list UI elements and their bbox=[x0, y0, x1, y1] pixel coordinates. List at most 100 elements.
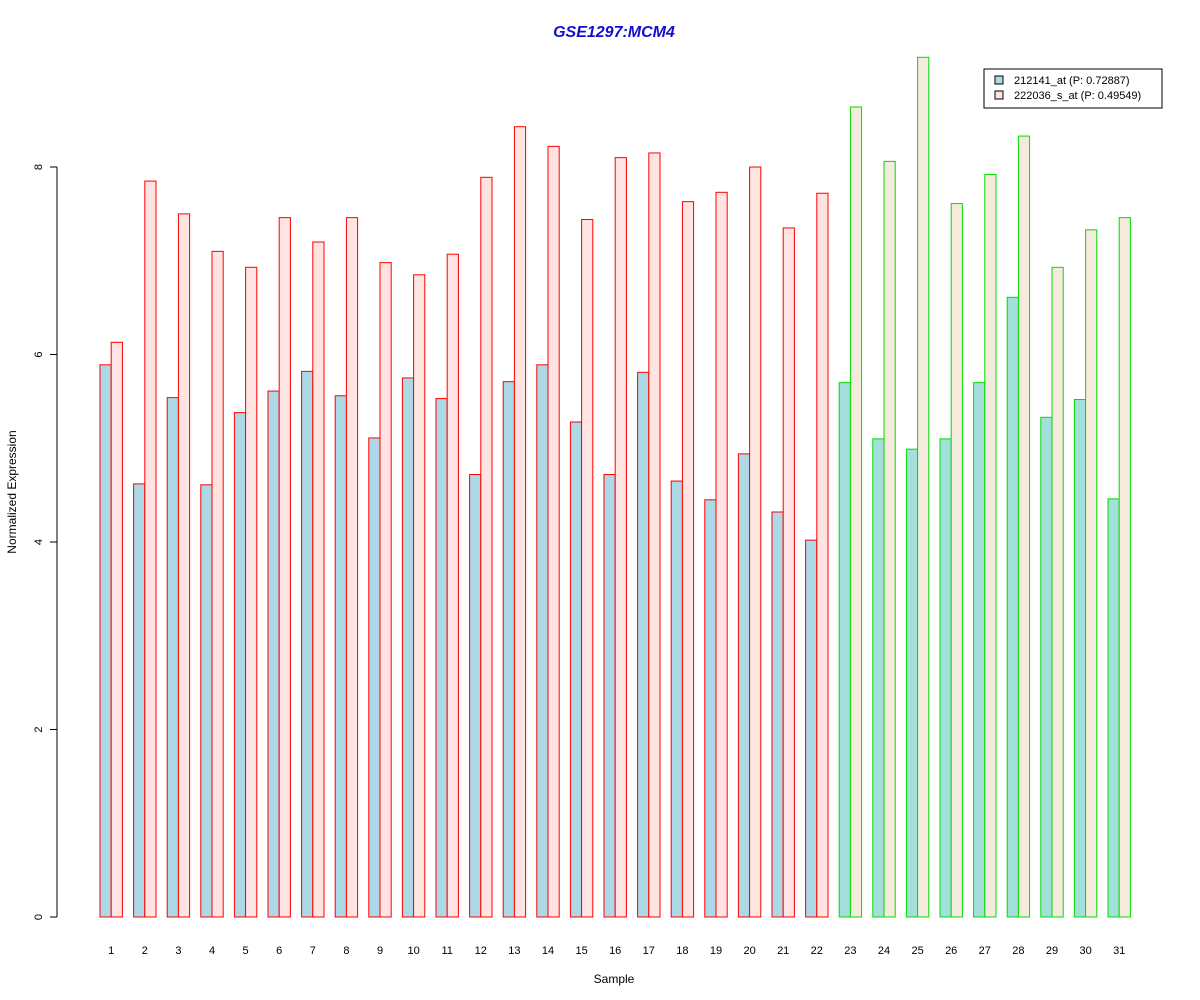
legend-swatch bbox=[994, 90, 1004, 100]
bar-series-1 bbox=[200, 484, 213, 918]
bar-series-1 bbox=[939, 438, 952, 918]
bar-series-2 bbox=[480, 176, 493, 918]
bar-series-2 bbox=[984, 174, 997, 918]
bar-series-1 bbox=[536, 364, 549, 918]
x-tick-label: 19 bbox=[710, 945, 722, 957]
bar-series-1 bbox=[133, 483, 146, 918]
bar-series-2 bbox=[749, 166, 762, 918]
bar-series-2 bbox=[278, 217, 291, 918]
y-axis: 0 2 4 6 8 bbox=[33, 164, 58, 920]
x-tick-label: 25 bbox=[911, 945, 923, 957]
bar-series-1 bbox=[704, 499, 717, 918]
bar-series-1 bbox=[569, 421, 583, 918]
x-tick-label: 28 bbox=[1012, 945, 1024, 957]
bar-series-2 bbox=[446, 253, 459, 918]
bar-series-2 bbox=[1085, 229, 1098, 918]
bar-series-2 bbox=[177, 213, 191, 918]
bar-series-1 bbox=[872, 438, 885, 918]
x-tick-label: 27 bbox=[979, 945, 991, 957]
x-tick-label: 3 bbox=[175, 945, 181, 957]
bar-series-2 bbox=[782, 227, 795, 918]
chart-title: GSE1297:MCM4 bbox=[553, 24, 675, 41]
y-tick-label: 2 bbox=[33, 726, 45, 732]
x-tick-label: 8 bbox=[343, 945, 349, 957]
x-tick-label: 17 bbox=[643, 945, 655, 957]
bar-series-2 bbox=[614, 157, 627, 918]
x-tick-label: 11 bbox=[441, 945, 452, 957]
bar-series-2 bbox=[245, 266, 258, 918]
x-tick-label: 24 bbox=[878, 945, 890, 957]
bar-series-1 bbox=[267, 390, 280, 918]
bar-series-2 bbox=[1017, 135, 1031, 918]
bar-series-2 bbox=[110, 341, 123, 918]
bar-series-1 bbox=[301, 370, 314, 918]
bar-series-2 bbox=[581, 219, 594, 918]
x-tick-label: 26 bbox=[945, 945, 957, 957]
x-tick-label: 9 bbox=[377, 945, 383, 957]
bar-series-1 bbox=[166, 397, 179, 918]
bar-series-2 bbox=[547, 145, 560, 918]
x-tick-label: 15 bbox=[575, 945, 587, 957]
bar-series-1 bbox=[435, 398, 448, 918]
y-tick-label: 0 bbox=[33, 914, 45, 920]
x-tick-label: 12 bbox=[475, 945, 487, 957]
legend-label: 222036_s_at (P: 0.49549) bbox=[1014, 90, 1141, 102]
x-tick-label: 20 bbox=[743, 945, 755, 957]
bar-series-2 bbox=[849, 106, 863, 918]
x-tick-label: 31 bbox=[1113, 945, 1125, 957]
y-tick-label: 6 bbox=[33, 351, 45, 357]
x-tick-label: 5 bbox=[243, 945, 249, 957]
x-tick-label: 23 bbox=[844, 945, 856, 957]
bar-series-2 bbox=[816, 192, 829, 918]
bar-series-1 bbox=[805, 539, 818, 918]
x-tick-label: 2 bbox=[142, 945, 148, 957]
bar-series-1 bbox=[603, 474, 616, 918]
bar-series-2 bbox=[681, 201, 695, 918]
x-tick-labels: 1 2 3 4 5 6 7 8 9 10 11 12 13 14 15 16 17 18 19 20 21 22 23 24 2… bbox=[108, 945, 1125, 957]
bar-series-1 bbox=[973, 382, 986, 918]
x-tick-label: 1 bbox=[108, 945, 114, 957]
legend-label: 212141_at (P: 0.72887) bbox=[1014, 75, 1130, 87]
bar-series-2 bbox=[1051, 266, 1064, 918]
bar-series-2 bbox=[144, 180, 157, 918]
bar-series-1 bbox=[401, 377, 415, 918]
bar-series-1 bbox=[99, 364, 112, 918]
bar-series-1 bbox=[637, 371, 650, 918]
bar-series-1 bbox=[1006, 296, 1019, 918]
x-tick-label: 18 bbox=[676, 945, 688, 957]
bar-series-2 bbox=[648, 152, 661, 918]
bar-series-2 bbox=[883, 160, 896, 918]
y-tick-label: 4 bbox=[33, 539, 45, 545]
y-axis-label: Normalized Expression bbox=[5, 430, 19, 553]
bar-series-2 bbox=[715, 191, 728, 918]
x-tick-label: 6 bbox=[276, 945, 282, 957]
bar-series-1 bbox=[670, 480, 683, 918]
bar-series-1 bbox=[1073, 399, 1087, 918]
legend-swatch bbox=[994, 75, 1004, 85]
bar-series-1 bbox=[737, 453, 751, 918]
bar-series-2 bbox=[345, 217, 359, 918]
x-tick-label: 10 bbox=[407, 945, 419, 957]
bar-series-2 bbox=[513, 126, 527, 918]
bar-series-1 bbox=[1040, 416, 1053, 918]
x-tick-label: 13 bbox=[508, 945, 520, 957]
bar-series-2 bbox=[379, 262, 392, 918]
x-tick-label: 16 bbox=[609, 945, 621, 957]
bar-series-1 bbox=[502, 381, 515, 918]
bar-series-1 bbox=[368, 437, 381, 918]
x-tick-label: 7 bbox=[310, 945, 316, 957]
x-axis-label: Sample bbox=[594, 972, 635, 986]
x-tick-label: 30 bbox=[1079, 945, 1091, 957]
bar-series-1 bbox=[771, 511, 784, 918]
bar-series-1 bbox=[469, 474, 482, 918]
bar-series-1 bbox=[1107, 498, 1120, 918]
legend: 212141_at (P: 0.72887) 222036_s_at (P: 0.… bbox=[983, 68, 1163, 109]
bar-series-2 bbox=[1118, 217, 1131, 918]
legend-box bbox=[983, 68, 1163, 109]
bar-series-2 bbox=[211, 250, 224, 918]
bar-series-2 bbox=[917, 56, 930, 918]
x-tick-label: 21 bbox=[777, 945, 789, 957]
bars-group bbox=[99, 56, 1131, 918]
bar-series-1 bbox=[838, 382, 851, 918]
